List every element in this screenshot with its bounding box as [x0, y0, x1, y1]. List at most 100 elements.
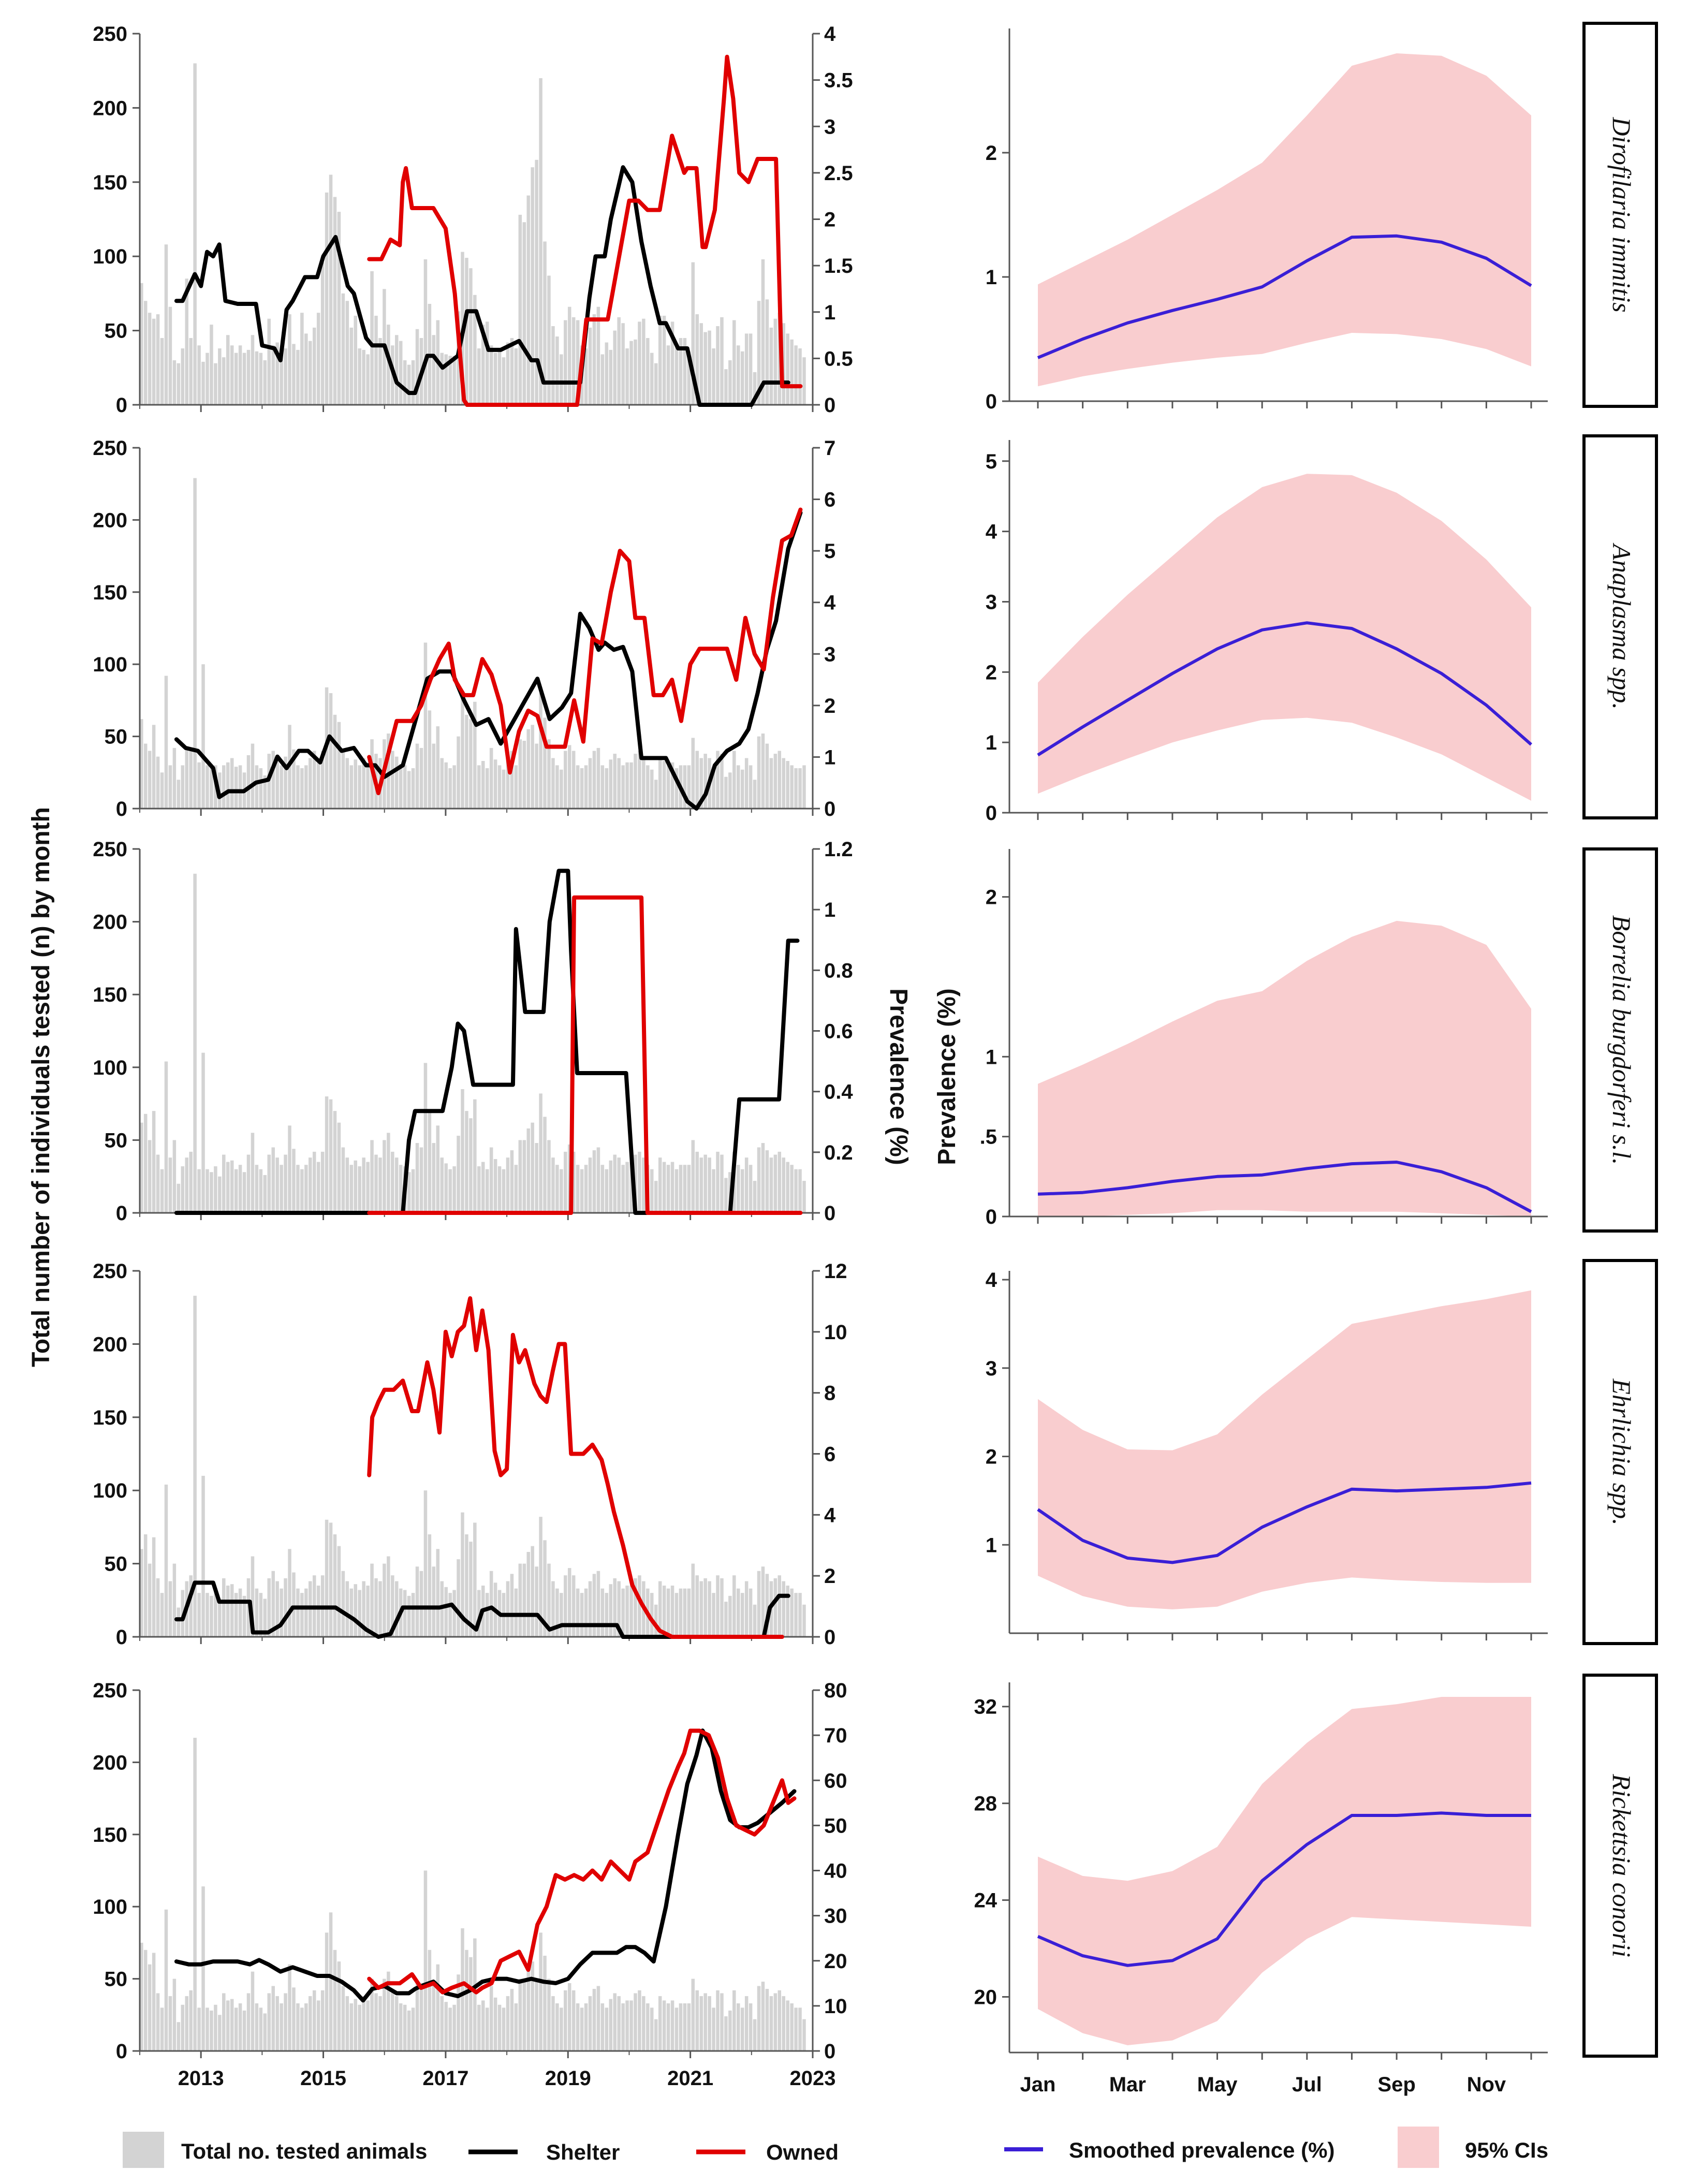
y-tick-label: 0: [986, 1206, 997, 1228]
timeseries-panel-3: 0 50 100 150 200 250 0 0.2 0.4 0.6 0.8 1 1.2: [93, 838, 853, 1225]
bar-total: [181, 1166, 185, 1213]
bar-total: [716, 751, 720, 809]
bar-total: [613, 1578, 617, 1637]
bar-total: [798, 348, 802, 405]
bar-total: [584, 1588, 588, 1637]
bar-total: [469, 1542, 473, 1637]
left-panels: 05010015020025000.511.522.533.5405010015…: [93, 23, 853, 2090]
bar-total: [642, 1157, 646, 1213]
bar-total: [613, 330, 617, 405]
legend: Total no. tested animals Shelter Owned S…: [123, 2127, 1548, 2168]
bar-total: [325, 192, 329, 405]
bar-total: [798, 768, 802, 809]
y-tick-label: 5: [986, 450, 997, 473]
bar-total: [510, 751, 514, 809]
bar-total: [576, 1588, 580, 1637]
bar-total: [316, 762, 320, 809]
bar-total: [596, 1986, 600, 2051]
bar-total: [473, 701, 477, 809]
bar-total: [724, 1178, 728, 1213]
bar-total: [571, 317, 576, 405]
bar-total: [629, 1586, 633, 1637]
bar-total: [617, 758, 621, 809]
right-tick-label: 1.5: [824, 255, 853, 277]
bar-total: [345, 1581, 349, 1637]
bar-total: [580, 1593, 584, 1637]
month-tick-label: Sep: [1377, 2073, 1415, 2096]
bar-total: [564, 320, 567, 405]
bar-total: [300, 2007, 304, 2051]
bar-total: [728, 360, 732, 405]
bar-total: [654, 1181, 658, 1213]
smoothed-prevalence-line: [1037, 1161, 1532, 1213]
bar-total: [407, 771, 411, 809]
bar-total: [391, 1990, 394, 2051]
bar-total: [189, 1151, 193, 1213]
bar-total: [571, 751, 576, 809]
bar-total: [222, 1578, 226, 1637]
bar-total: [670, 321, 674, 405]
right-tick-label: 1.2: [824, 838, 853, 861]
left-tick-label: 0: [116, 798, 127, 820]
bar-total: [666, 345, 670, 405]
bar-total: [740, 2007, 744, 2051]
bar-total: [275, 1581, 279, 1637]
ci-band: [1038, 1290, 1531, 1609]
bar-total: [477, 2004, 481, 2051]
bar-total: [560, 354, 563, 405]
bar-total: [765, 743, 769, 809]
bar-total: [786, 2000, 789, 2051]
bar-total: [757, 1147, 761, 1213]
bar-total: [720, 1578, 724, 1637]
bar-total: [761, 734, 765, 809]
right-y-axis-title: Prevalence (%): [933, 988, 961, 1165]
bar-total: [399, 341, 403, 405]
bar-total: [238, 1588, 242, 1637]
bar-total: [152, 1537, 156, 1637]
bar-total: [493, 759, 497, 809]
bar-total: [716, 326, 720, 405]
bar-total: [189, 338, 193, 405]
bar-total: [687, 1588, 691, 1637]
bar-total: [465, 1534, 468, 1637]
left-tick-label: 250: [93, 437, 127, 460]
bar-total: [638, 1151, 641, 1213]
bar-total: [428, 1534, 432, 1637]
bar-total: [761, 1982, 765, 2051]
right-tick-label: 80: [824, 1679, 847, 1702]
bar-total: [497, 1166, 502, 1213]
bar-total: [798, 1169, 802, 1213]
bar-total: [436, 726, 440, 809]
bar-total: [284, 1993, 287, 2051]
bar-total: [634, 754, 637, 809]
bar-total: [621, 1588, 625, 1637]
bar-total: [358, 2004, 361, 2051]
bar-total: [222, 1993, 226, 2051]
bar-total: [288, 314, 291, 405]
bar-total: [506, 1996, 510, 2051]
pathogen-label-box: [1582, 22, 1658, 408]
bar-total: [765, 1989, 769, 2051]
bar-total: [576, 320, 580, 405]
bar-total: [708, 1157, 711, 1213]
bar-total: [683, 1588, 687, 1637]
bar-total: [349, 1588, 354, 1637]
right-tick-label: 0: [824, 798, 835, 820]
bar-total: [160, 1169, 164, 1213]
bar-total: [510, 1989, 514, 2051]
bar-total: [172, 1563, 177, 1637]
right-tick-label: 0.4: [824, 1081, 853, 1104]
bar-total: [457, 1135, 460, 1213]
bar-total: [304, 1165, 308, 1213]
bar-total: [222, 357, 226, 405]
bar-total: [625, 762, 629, 809]
bar-total: [362, 1581, 365, 1637]
bar-total: [259, 1169, 263, 1213]
bar-total: [341, 1986, 345, 2051]
bar-total: [543, 1955, 547, 2051]
bar-total: [242, 353, 246, 405]
bar-total: [691, 262, 695, 405]
timeseries-panel-2: 0 50 100 150 200 250 0 1 2 3 4 5 6 7: [93, 437, 836, 820]
bar-total: [214, 1166, 217, 1213]
y-tick-label: 2: [986, 1446, 997, 1469]
